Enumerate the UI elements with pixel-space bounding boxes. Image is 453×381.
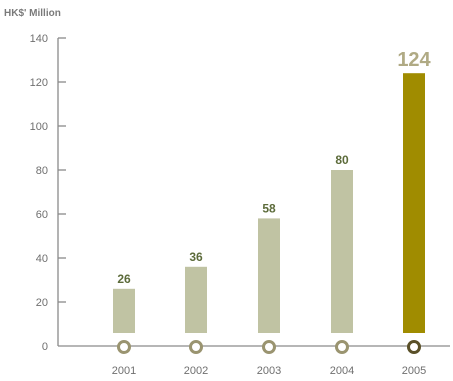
x-marker-2001 — [117, 340, 131, 354]
x-tick-label-2004: 2004 — [330, 365, 354, 377]
y-tick-label: 140 — [30, 33, 48, 45]
x-marker-2004 — [335, 340, 349, 354]
x-markers — [117, 340, 421, 354]
x-marker-2002 — [189, 340, 203, 354]
x-marker-2003 — [262, 340, 276, 354]
value-label-2002: 36 — [189, 250, 203, 264]
x-tick-label-2001: 2001 — [112, 365, 136, 377]
x-tick-label-2003: 2003 — [257, 365, 281, 377]
value-label-2004: 80 — [335, 153, 349, 167]
y-tick-label: 40 — [36, 253, 48, 265]
bar-2002 — [185, 266, 207, 333]
bar-2003 — [258, 218, 280, 333]
bar-2004 — [331, 170, 353, 333]
y-tick-label: 120 — [30, 77, 48, 89]
value-label-2001: 26 — [117, 272, 131, 286]
y-tick-label: 100 — [30, 121, 48, 133]
x-marker-2005 — [407, 340, 421, 354]
bar-2001 — [113, 288, 135, 333]
value-label-2005: 124 — [397, 49, 431, 71]
value-labels: 26 36 58 80 124 — [117, 49, 431, 286]
y-tick-label: 0 — [42, 341, 48, 353]
y-tick-label: 20 — [36, 297, 48, 309]
y-axis-label: HK$' Million — [4, 8, 61, 19]
value-label-2003: 58 — [262, 201, 276, 215]
x-tick-label-2005: 2005 — [402, 365, 426, 377]
x-tick-label-2002: 2002 — [184, 365, 208, 377]
y-ticks: 0 20 40 60 80 100 120 140 — [30, 33, 66, 353]
bar-2005 — [403, 73, 425, 333]
y-tick-label: 60 — [36, 209, 48, 221]
y-tick-label: 80 — [36, 165, 48, 177]
x-labels: 2001 2002 2003 2004 2005 — [112, 365, 426, 377]
bars — [113, 73, 425, 333]
